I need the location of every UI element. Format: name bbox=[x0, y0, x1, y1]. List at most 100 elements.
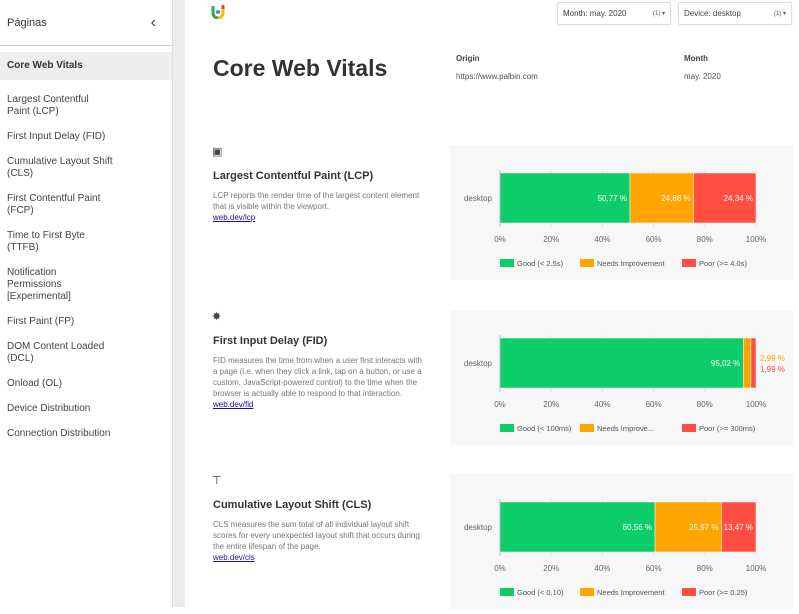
scroll-gutter bbox=[173, 0, 185, 607]
bar-segment bbox=[654, 501, 722, 553]
tick-label: 40% bbox=[594, 564, 610, 573]
device-filter-label: Device: bbox=[684, 9, 711, 18]
click-icon: ✸ bbox=[212, 311, 222, 323]
legend-swatch bbox=[682, 424, 696, 432]
section-link[interactable]: web.dev/cls bbox=[213, 553, 255, 562]
tick-label: 0% bbox=[494, 235, 506, 244]
chart-panel: 0% 20% 40% 60% 80% 100% desktop 50,77 % Good (< … bbox=[450, 145, 793, 280]
tick-label: 100% bbox=[746, 564, 766, 573]
page-title: Core Web Vitals bbox=[213, 55, 388, 81]
bar-segment bbox=[743, 337, 752, 389]
sidebar-item[interactable]: Cumulative Layout Shift (CLS) bbox=[7, 156, 113, 179]
sidebar-item[interactable]: Notification Permissions [Experimental] bbox=[7, 267, 71, 302]
legend-swatch bbox=[580, 424, 594, 432]
section-link[interactable]: web.dev/fid bbox=[213, 400, 254, 409]
section-link[interactable]: web.dev/lcp bbox=[213, 213, 256, 222]
data-label: 13,47 % bbox=[724, 523, 753, 532]
data-label: 24,88 % bbox=[661, 194, 690, 203]
legend-label: Good (< 0.10) bbox=[517, 588, 564, 597]
sidebar-item[interactable]: First Paint (FP) bbox=[7, 316, 75, 327]
device-filter-count-value: (1) bbox=[773, 11, 782, 17]
data-label: 1,99 % bbox=[760, 365, 785, 374]
sidebar-title: Páginas bbox=[7, 16, 47, 29]
bar-segment bbox=[693, 172, 757, 224]
section-title: Largest Contentful Paint (LCP) bbox=[213, 170, 374, 182]
tick-label: 20% bbox=[543, 235, 559, 244]
legend-label: Needs Improvement bbox=[597, 588, 665, 597]
chart-panel: 0% 20% 40% 60% 80% 100% desktop 95,02 % Good (< … bbox=[450, 310, 793, 445]
sidebar-item[interactable]: Largest Contentful Paint (LCP) bbox=[7, 94, 89, 117]
tick-label: 40% bbox=[594, 400, 610, 409]
device-filter-count: (1) ▾ bbox=[773, 11, 786, 17]
tick-label: 20% bbox=[543, 564, 559, 573]
origin-label: Origin bbox=[456, 54, 480, 63]
tick-label: 100% bbox=[746, 235, 766, 244]
sidebar-item[interactable]: First Input Delay (FID) bbox=[7, 131, 106, 142]
category-label: desktop bbox=[464, 359, 493, 368]
tick-label: 80% bbox=[697, 235, 713, 244]
month-filter-value: may. 2020 bbox=[589, 9, 627, 18]
sidebar-item[interactable]: First Contentful Paint (FCP) bbox=[7, 193, 101, 216]
legend-swatch bbox=[682, 588, 696, 596]
image-icon: ▣ bbox=[212, 146, 223, 158]
section-title: First Input Delay (FID) bbox=[213, 335, 328, 347]
sidebar-item[interactable]: DOM Content Loaded (DCL) bbox=[7, 341, 105, 364]
sidebar-items: Core Web Vitals Largest Contentful Paint … bbox=[0, 52, 172, 440]
sidebar-item[interactable]: Time to First Byte (TTFB) bbox=[7, 230, 85, 253]
logo-icon bbox=[211, 5, 225, 19]
origin-value: https://www.palbin.com bbox=[456, 72, 538, 81]
layout-shift-icon: ⊤ bbox=[212, 475, 222, 487]
tick-label: 40% bbox=[594, 235, 610, 244]
section-description-text: LCP reports the render time of the large… bbox=[213, 191, 420, 211]
legend-label: Poor (>= 300ms) bbox=[699, 424, 756, 433]
month-filter-dropdown[interactable]: Month: may. 2020 (1) ▾ bbox=[557, 2, 671, 25]
tick-label: 60% bbox=[646, 235, 662, 244]
bar-segment bbox=[499, 501, 656, 553]
tick-label: 80% bbox=[697, 564, 713, 573]
month-filter-label: Month: bbox=[563, 9, 588, 18]
legend-label: Needs Improve... bbox=[597, 424, 654, 433]
legend-label: Good (< 2.5s) bbox=[517, 259, 564, 268]
data-label: 25,97 % bbox=[689, 523, 718, 532]
bar-segment bbox=[750, 337, 757, 389]
sidebar-header: Páginas ‹ bbox=[0, 0, 172, 46]
data-label: 95,02 % bbox=[711, 359, 740, 368]
collapse-chevron-icon[interactable]: ‹ bbox=[150, 13, 156, 31]
tick-label: 60% bbox=[646, 564, 662, 573]
category-label: desktop bbox=[464, 194, 493, 203]
data-label: 50,77 % bbox=[598, 194, 627, 203]
device-filter-value: desktop bbox=[712, 9, 741, 18]
month-label: Month bbox=[684, 54, 708, 63]
chart-panel: 0% 20% 40% 60% 80% 100% desktop 60,56 % Good (< … bbox=[450, 474, 793, 609]
category-label: desktop bbox=[464, 523, 493, 532]
bar-segment bbox=[721, 501, 757, 553]
sidebar-item[interactable]: Onload (OL) bbox=[7, 378, 63, 389]
sidebar-item[interactable]: Connection Distribution bbox=[7, 428, 111, 439]
section-description-text: FID measures the time from when a user f… bbox=[213, 356, 422, 398]
legend-label: Needs Improvement bbox=[597, 259, 665, 268]
month-value: may. 2020 bbox=[684, 72, 721, 81]
section-description: CLS measures the sum total of all indivi… bbox=[213, 519, 423, 563]
data-label: 2,99 % bbox=[760, 354, 785, 363]
device-filter-dropdown[interactable]: Device: desktop (1) ▾ bbox=[678, 2, 792, 25]
legend-swatch bbox=[500, 259, 514, 267]
legend-swatch bbox=[682, 259, 696, 267]
tick-label: 0% bbox=[494, 400, 506, 409]
legend-swatch bbox=[580, 259, 594, 267]
legend-swatch bbox=[580, 588, 594, 596]
section-title: Cumulative Layout Shift (CLS) bbox=[213, 499, 372, 511]
bar-segment bbox=[499, 337, 744, 389]
legend-label: Poor (>= 4.0s) bbox=[699, 259, 747, 268]
tick-label: 100% bbox=[746, 400, 766, 409]
bar-segment bbox=[629, 172, 694, 224]
sidebar-item[interactable]: Core Web Vitals bbox=[0, 52, 172, 80]
sidebar-item[interactable]: Device Distribution bbox=[7, 403, 91, 414]
section-description: LCP reports the render time of the large… bbox=[213, 190, 423, 223]
tick-label: 80% bbox=[697, 400, 713, 409]
month-filter-count-value: (1) bbox=[652, 11, 661, 17]
month-filter-count: (1) ▾ bbox=[652, 11, 665, 17]
stacked-bar-chart: 0% 20% 40% 60% 80% 100% desktop 95,02 % Good (< … bbox=[464, 335, 785, 433]
legend-label: Good (< 100ms) bbox=[517, 424, 572, 433]
section-description: FID measures the time from when a user f… bbox=[213, 355, 423, 410]
sidebar: Páginas ‹ Core Web Vitals Largest Content… bbox=[0, 0, 173, 607]
